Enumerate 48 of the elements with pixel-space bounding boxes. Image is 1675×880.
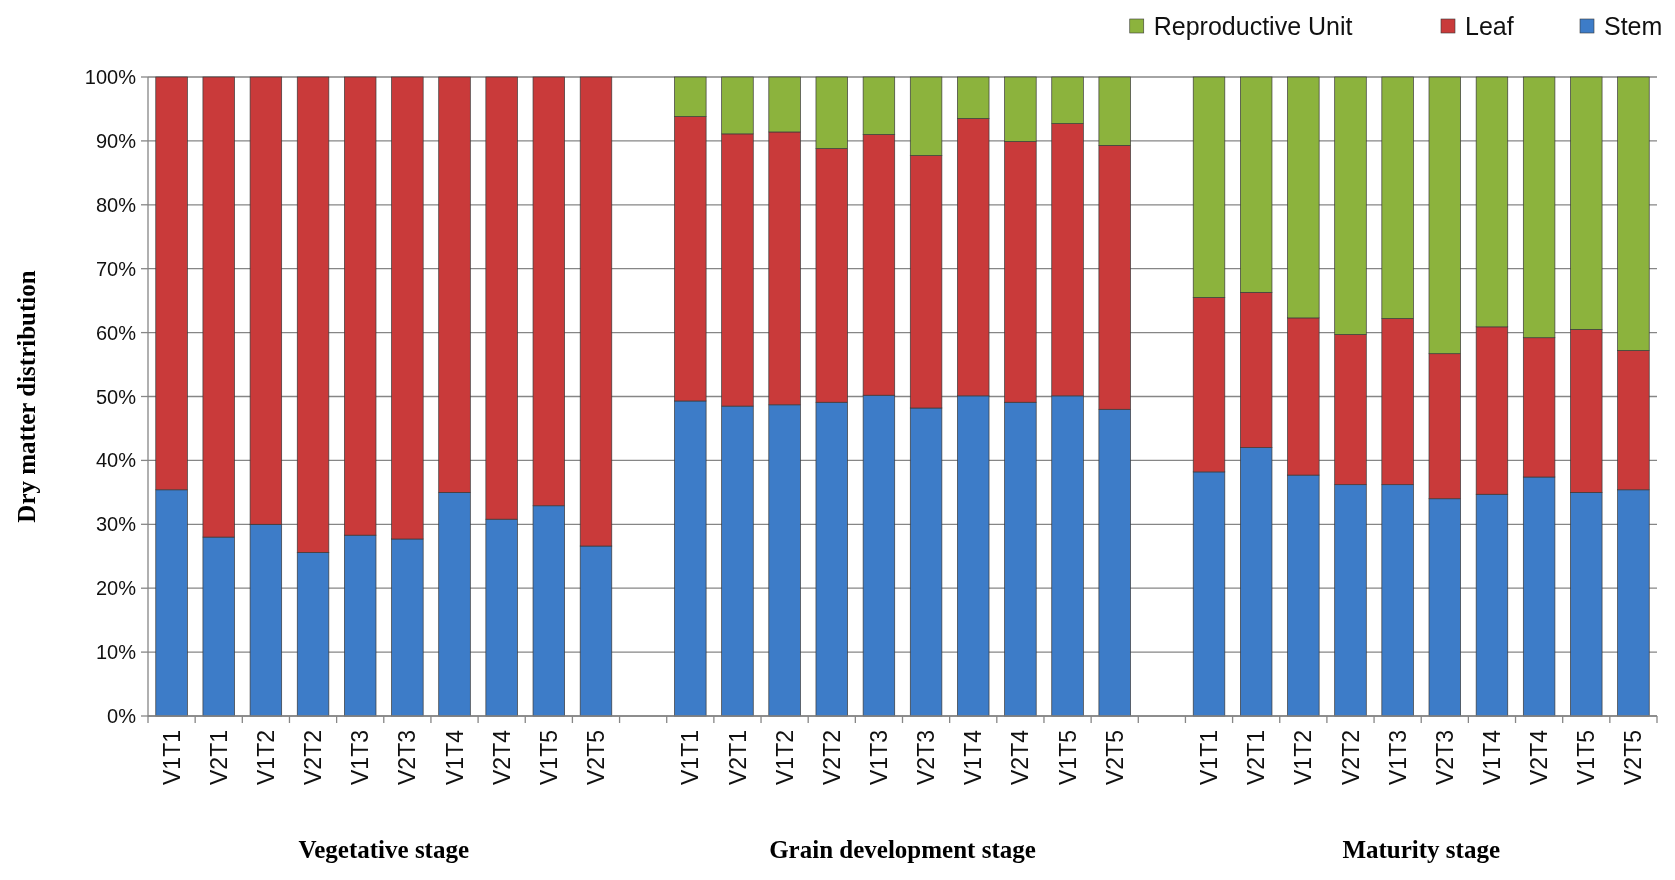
x-tick-label: V2T2 (300, 730, 327, 785)
x-tick-label: V2T5 (1101, 730, 1128, 785)
x-tick-label: V2T1 (1243, 730, 1270, 785)
x-tick-label: V2T5 (583, 730, 610, 785)
legend-label: Leaf (1465, 11, 1514, 40)
y-tick-label: 70% (95, 257, 137, 280)
y-tick-label: 10% (95, 641, 137, 664)
x-tick-label: V2T1 (205, 730, 232, 785)
x-tick-label: V1T3 (1384, 730, 1411, 785)
y-tick-label: 90% (95, 129, 137, 152)
x-tick-label: V2T2 (1337, 730, 1364, 785)
text: Maturity stage (1342, 836, 1501, 863)
y-tick-label: 80% (95, 193, 137, 216)
x-tick-label: V1T1 (1196, 730, 1223, 785)
text: Vegetative stage (298, 836, 470, 863)
x-tick-label: V1T4 (441, 729, 468, 785)
x-tick-label: V1T2 (1290, 730, 1317, 785)
x-tick-label: V2T3 (913, 730, 940, 785)
x-tick-label: V1T2 (252, 730, 279, 785)
x-tick-label: V1T5 (1573, 730, 1600, 785)
text: Grain development stage (769, 836, 1036, 863)
x-tick-label: V2T2 (818, 730, 845, 785)
y-tick-label: 60% (95, 321, 137, 344)
x-tick-label: V2T4 (1526, 729, 1553, 785)
y-tick-label: 0% (107, 705, 137, 727)
y-axis-title: Dry matter distribution (12, 270, 40, 523)
x-tick-label: V2T1 (724, 730, 751, 785)
x-tick-label: V2T4 (1007, 729, 1034, 785)
y-tick-label: 100% (84, 66, 137, 88)
x-tick-label: V1T1 (158, 730, 185, 785)
x-tick-label: V1T4 (960, 729, 987, 785)
x-tick-label: V1T5 (1054, 730, 1081, 785)
legend-label: Reproductive Unit (1153, 11, 1353, 40)
x-tick-label: V1T3 (865, 730, 892, 785)
x-tick-label: V1T5 (535, 730, 562, 785)
x-tick-label: V2T4 (488, 729, 515, 785)
x-tick-label: V2T3 (394, 730, 421, 785)
x-tick-label: V1T2 (771, 730, 798, 785)
legend-label: Stem (1604, 11, 1663, 40)
x-tick-label: V1T3 (347, 730, 374, 785)
x-tick-label: V2T3 (1431, 730, 1458, 785)
x-tick-label: V1T1 (677, 730, 704, 785)
y-tick-label: 30% (95, 513, 137, 536)
y-tick-label: 40% (95, 449, 137, 472)
x-tick-label: V2T5 (1620, 730, 1647, 785)
y-tick-label: 20% (95, 577, 137, 600)
y-tick-label: 50% (95, 385, 137, 408)
x-tick-label: V1T4 (1479, 729, 1505, 785)
